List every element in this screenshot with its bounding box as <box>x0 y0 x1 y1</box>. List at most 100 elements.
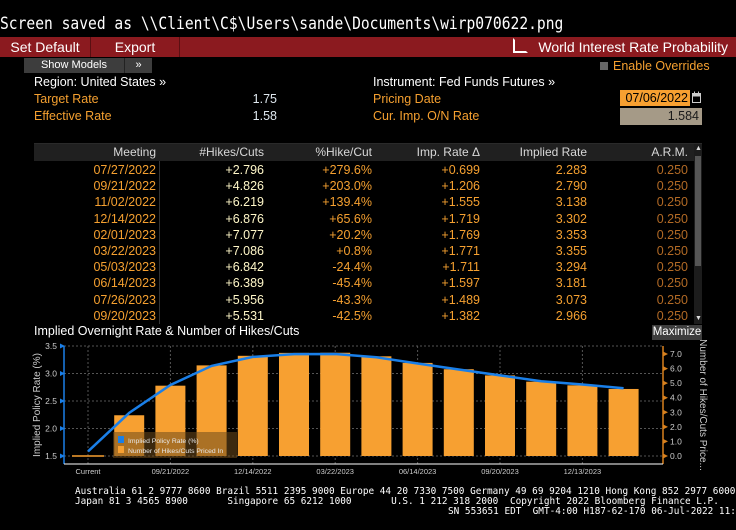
instrument-selector[interactable]: Instrument: Fed Funds Futures » <box>373 75 556 89</box>
bar-03/22/2023 <box>320 352 351 456</box>
region-selector[interactable]: Region: United States » <box>34 75 167 89</box>
cell-implied-rate: 3.073 <box>555 292 587 307</box>
footer-contacts-line1: Australia 61 2 9777 8600 Brazil 5511 239… <box>75 486 736 497</box>
legend-line-label: Implied Policy Rate (%) <box>128 438 199 445</box>
left-tick <box>60 426 65 431</box>
cell-imp-rate-delta: +1.206 <box>441 179 480 194</box>
bar-01/31/2024 <box>608 388 639 456</box>
set-default-button[interactable]: Set Default <box>0 37 91 57</box>
cell-pct-hike-cut: +139.4% <box>322 195 372 210</box>
cell-pct-hike-cut: -24.4% <box>332 260 372 275</box>
table-row[interactable]: 09/20/2023 +5.531 -42.5% +1.382 2.966 0.250 <box>34 308 694 324</box>
right-tick <box>663 438 668 444</box>
table-row[interactable]: 11/02/2022 +6.219 +139.4% +1.555 3.138 0.250 <box>34 194 694 210</box>
pricing-date-label: Pricing Date <box>373 92 442 106</box>
right-tick <box>663 424 668 430</box>
right-tick-label: 2.0 <box>670 422 682 432</box>
cell-imp-rate-delta: +1.555 <box>441 195 480 210</box>
header-arm[interactable]: A.R.M. <box>651 145 688 159</box>
right-tick-label: 1.0 <box>670 436 682 446</box>
cell-hikes-cuts: +6.219 <box>225 195 264 210</box>
cell-implied-rate: 2.966 <box>555 308 587 323</box>
x-tick-label: 12/13/2023 <box>564 467 602 476</box>
function-title: World Interest Rate Probability <box>513 37 728 57</box>
cell-arm: 0.250 <box>656 308 688 323</box>
implied-rate-line <box>87 352 624 453</box>
cell-implied-rate: 3.138 <box>555 195 587 210</box>
cell-arm: 0.250 <box>656 163 688 177</box>
right-tick-label: 4.0 <box>670 393 682 403</box>
right-tick-label: 6.0 <box>670 364 682 374</box>
table-scrollbar[interactable]: ▲ ▼ <box>694 144 702 324</box>
x-tick-label: 03/22/2023 <box>316 467 354 476</box>
expand-button[interactable]: » <box>135 59 142 71</box>
footer-session-info: SN 553651 EDT GMT-4:00 H187-62-170 06-Ju… <box>448 506 736 517</box>
cell-meeting-date: 07/27/2022 <box>93 163 156 177</box>
cell-imp-rate-delta: +1.771 <box>441 244 480 258</box>
right-tick-label: 5.0 <box>670 378 682 388</box>
header-imp-rate-delta[interactable]: Imp. Rate Δ <box>416 145 480 159</box>
cell-arm: 0.250 <box>656 227 688 242</box>
right-tick <box>663 395 668 401</box>
cell-imp-rate-delta: +0.699 <box>441 163 480 177</box>
left-tick-label: 1.5 <box>45 451 57 461</box>
cell-meeting-date: 06/14/2023 <box>93 276 156 291</box>
left-tick <box>60 398 65 404</box>
right-tick <box>663 409 668 415</box>
header-implied-rate[interactable]: Implied Rate <box>519 145 587 159</box>
effective-rate-value: 1.58 <box>252 109 277 123</box>
export-button[interactable]: Export <box>91 37 180 57</box>
pricing-date-input[interactable]: 07/06/2022 <box>620 90 690 106</box>
table-row[interactable]: 07/26/2023 +5.956 -43.3% +1.489 3.073 0.250 <box>34 292 694 308</box>
target-rate-label: Target Rate <box>34 92 99 106</box>
scroll-up-icon[interactable]: ▲ <box>695 145 702 152</box>
cell-implied-rate: 3.355 <box>555 244 587 258</box>
calendar-icon[interactable] <box>692 91 701 104</box>
cell-pct-hike-cut: +20.2% <box>329 227 372 242</box>
table-row[interactable]: 12/14/2022 +6.876 +65.6% +1.719 3.302 0.250 <box>34 211 694 227</box>
screen-saved-message: Screen saved as \\Client\C$\Users\sande\… <box>0 14 564 34</box>
cell-arm: 0.250 <box>656 179 688 194</box>
legend-box <box>113 432 237 458</box>
table-row[interactable]: 07/27/2022 +2.796 +279.6% +0.699 2.283 0.250 <box>34 162 694 178</box>
bar-12/14/2022 <box>237 355 268 456</box>
header-pct-hike-cut[interactable]: %Hike/Cut <box>315 145 372 159</box>
x-tick-label: Current <box>75 467 101 476</box>
right-tick <box>663 351 668 357</box>
table-row[interactable]: 05/03/2023 +6.842 -24.4% +1.711 3.294 0.250 <box>34 259 694 275</box>
scroll-down-icon[interactable]: ▼ <box>695 315 702 322</box>
effective-rate-label: Effective Rate <box>34 109 112 123</box>
cell-meeting-date: 03/22/2023 <box>93 244 156 258</box>
x-tick-label: 09/21/2022 <box>152 467 190 476</box>
cell-meeting-date: 02/01/2023 <box>93 227 156 242</box>
enable-overrides-checkbox[interactable]: Enable Overrides <box>600 59 710 74</box>
table-row[interactable]: 03/22/2023 +7.086 +0.8% +1.771 3.355 0.250 <box>34 243 694 259</box>
right-tick-label: 3.0 <box>670 407 682 417</box>
header-meeting[interactable]: Meeting <box>113 145 156 159</box>
cell-meeting-date: 12/14/2022 <box>93 211 156 226</box>
meetings-table: Meeting #Hikes/Cuts %Hike/Cut Imp. Rate … <box>34 143 702 324</box>
table-row[interactable]: 02/01/2023 +7.077 +20.2% +1.769 3.353 0.250 <box>34 227 694 243</box>
cell-meeting-date: 11/02/2022 <box>94 195 156 210</box>
cell-implied-rate: 2.790 <box>555 179 587 194</box>
checkbox-icon[interactable] <box>600 62 608 70</box>
table-row[interactable]: 06/14/2023 +6.389 -45.4% +1.597 3.181 0.250 <box>34 275 694 291</box>
right-tick-label: 7.0 <box>670 349 682 359</box>
cell-pct-hike-cut: +203.0% <box>322 179 372 194</box>
cell-pct-hike-cut: -45.4% <box>332 276 372 291</box>
bar-06/14/2023 <box>402 362 433 456</box>
right-tick-label: 0.0 <box>670 451 682 461</box>
right-axis-label: Number of Hikes/Cuts Price... <box>697 340 708 471</box>
cell-imp-rate-delta: +1.382 <box>441 308 480 323</box>
table-row[interactable]: 09/21/2022 +4.826 +203.0% +1.206 2.790 0.250 <box>34 178 694 194</box>
cur-imp-rate-field[interactable]: 1.584 <box>620 108 702 125</box>
show-models-button[interactable]: Show Models <box>24 58 125 73</box>
bar-09/20/2023 <box>485 375 515 456</box>
header-hikes-cuts[interactable]: #Hikes/Cuts <box>199 145 264 159</box>
maximize-button[interactable]: Maximize <box>652 325 702 340</box>
external-link-icon[interactable] <box>513 38 529 53</box>
right-tick <box>663 366 668 372</box>
right-tick <box>663 380 668 386</box>
cell-pct-hike-cut: +0.8% <box>336 244 372 258</box>
scrollbar-thumb[interactable] <box>695 156 701 266</box>
